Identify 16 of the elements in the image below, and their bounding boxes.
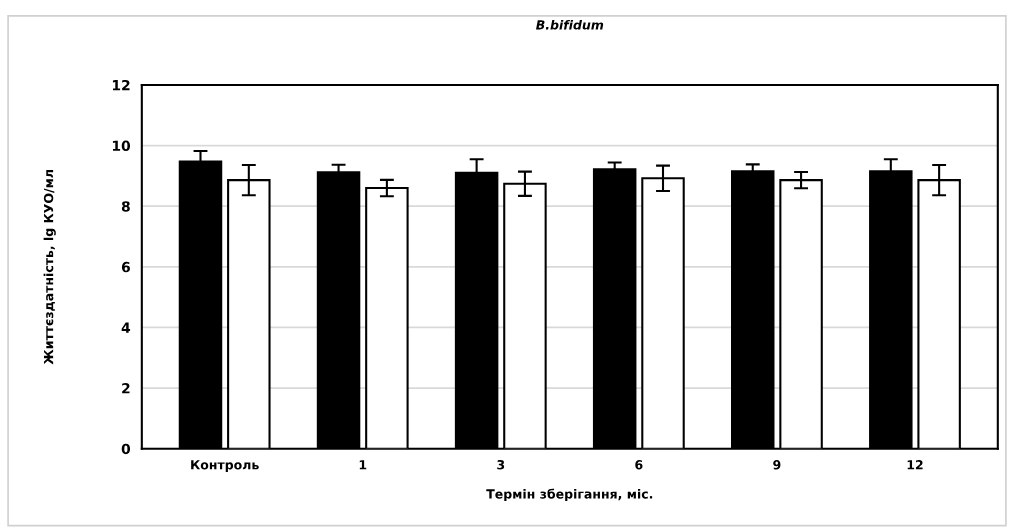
x-tick-label: Контроль [191,460,259,472]
y-tick-label: 8 [121,201,130,212]
y-tick-label: 6 [121,261,130,273]
y-tick-label: 2 [122,383,130,394]
x-tick-label: 6 [635,460,643,470]
x-tick-label: 1 [359,460,367,470]
x-axis-title: Термін зберігання, міс. [486,488,653,502]
x-tick-label: 12 [907,460,923,470]
y-axis-title: Життєздатність, lg КУО/мл [43,170,56,365]
y-tick-label: 10 [112,140,131,152]
y-tick-label: 4 [121,322,131,333]
x-tick-label: 3 [497,460,505,470]
x-tick-label: 9 [773,460,781,470]
chart-title: B.bifidum [536,19,604,30]
y-tick-label: 12 [112,79,130,91]
y-tick-label: 0 [121,443,131,455]
